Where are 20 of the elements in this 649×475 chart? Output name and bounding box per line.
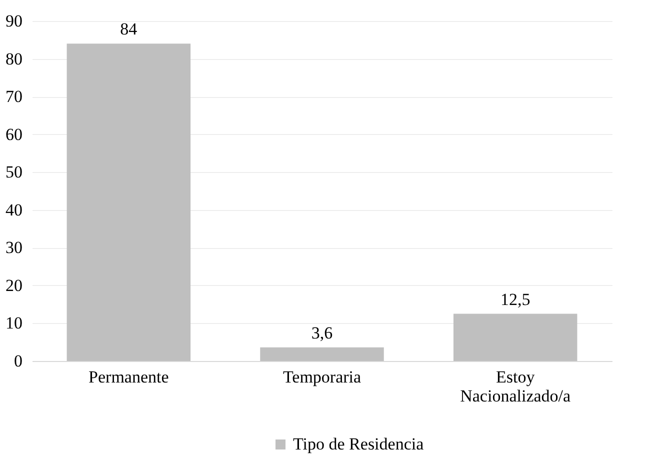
x-tick-label: Temporaria — [282, 368, 362, 386]
x-tick-label: Permanente — [88, 368, 169, 386]
data-label: 84 — [120, 20, 138, 39]
y-tick-label: 80 — [6, 49, 22, 68]
y-tick-label: 0 — [14, 352, 22, 370]
data-label: 3,6 — [311, 323, 333, 342]
legend-label: Tipo de Residencia — [293, 434, 424, 454]
bar — [453, 314, 578, 361]
data-label: 12,5 — [500, 290, 530, 309]
y-tick-label: 40 — [6, 200, 22, 220]
y-tick-label: 10 — [6, 314, 22, 333]
y-tick-label: 90 — [6, 12, 22, 30]
bar — [260, 347, 384, 361]
y-tick-label: 70 — [6, 87, 22, 106]
bar — [66, 44, 191, 361]
y-tick-label: 50 — [6, 162, 22, 182]
y-tick-label: 60 — [6, 124, 22, 144]
x-tick-label: Estoy Nacionalizado/a — [460, 368, 572, 406]
y-tick-label: 30 — [6, 238, 22, 258]
y-tick-label: 20 — [6, 276, 22, 295]
